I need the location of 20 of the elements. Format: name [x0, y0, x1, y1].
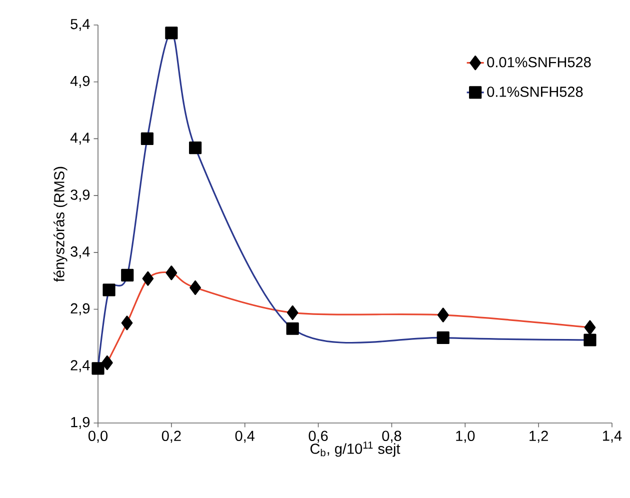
y-tick-label: 1,9	[71, 417, 90, 429]
x-tick-label: 1,0	[456, 430, 475, 443]
y-tick-label: 4,9	[70, 76, 90, 88]
x-tick-label: 0,2	[162, 430, 181, 443]
x-tick-label: 0,6	[308, 430, 328, 443]
y-tick-label: 4,4	[70, 132, 90, 145]
x-tick-label: 0,8	[382, 430, 402, 443]
x-tick-label: 1,2	[530, 430, 548, 443]
x-tick-label: 0,4	[235, 430, 255, 443]
x-tick-label: 0,0	[88, 430, 108, 443]
y-axis-title: fényszórás (RMS)	[54, 166, 68, 282]
y-tick-label: 2,4	[70, 360, 90, 372]
y-tick-label: 5,4	[70, 19, 90, 31]
y-tick-label: 3,4	[70, 246, 90, 258]
x-tick-label: 1,4	[603, 430, 622, 443]
y-tick-label: 2,9	[70, 303, 90, 316]
y-tick-label: 3,9	[70, 190, 90, 202]
x-axis-title: C$_{b}$, g/10$^{11}$ sejt	[310, 442, 400, 457]
legend-label: 0.01%SNFH528	[487, 57, 591, 68]
legend-label: 0.1%SNFH528	[487, 86, 583, 97]
